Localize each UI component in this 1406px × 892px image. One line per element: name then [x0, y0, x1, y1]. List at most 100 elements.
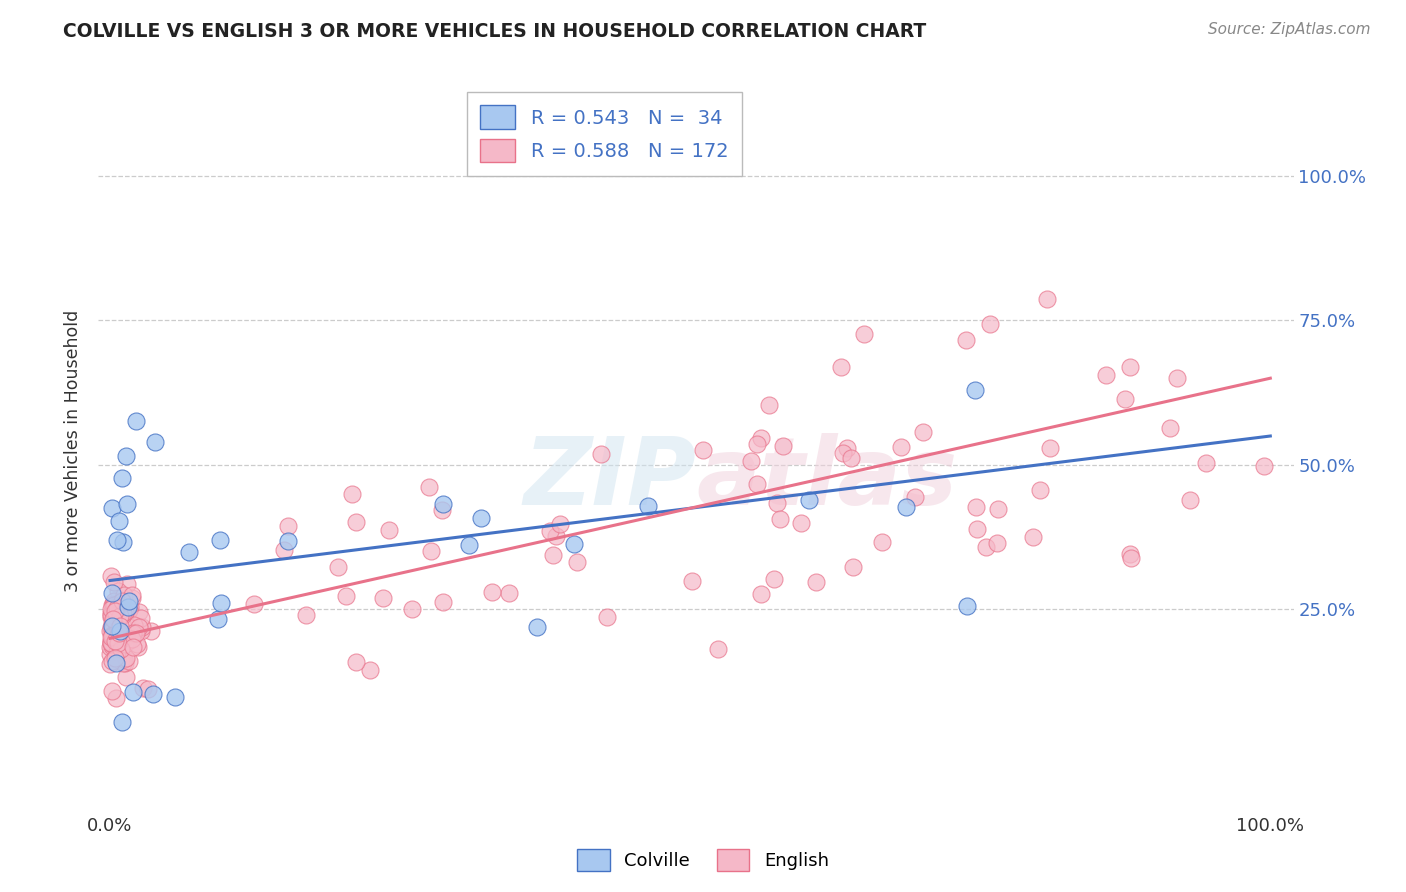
Point [110, 608, 132, 623]
Point [837, 441, 859, 455]
Point [1119, 547, 1142, 561]
Point [100, 630, 122, 644]
Point [681, 574, 703, 588]
Point [842, 560, 865, 574]
Point [1095, 368, 1118, 382]
Point [692, 442, 714, 457]
Point [110, 641, 132, 656]
Point [565, 555, 588, 569]
Point [103, 575, 125, 590]
Point [1253, 459, 1275, 474]
Point [707, 641, 730, 656]
Point [974, 540, 997, 554]
Point [108, 596, 131, 610]
Point [277, 519, 299, 533]
Point [1119, 359, 1142, 374]
Point [904, 491, 927, 505]
Point [458, 538, 481, 552]
Point [359, 663, 381, 677]
Point [111, 534, 134, 549]
Point [122, 640, 145, 654]
Point [101, 637, 124, 651]
Point [129, 624, 152, 639]
Point [637, 500, 659, 514]
Point [101, 628, 124, 642]
Point [107, 607, 129, 622]
Point [430, 502, 453, 516]
Text: atlas: atlas [696, 434, 957, 525]
Point [101, 612, 124, 626]
Point [100, 606, 122, 620]
Point [114, 449, 136, 463]
Point [100, 607, 122, 622]
Point [110, 600, 132, 615]
Point [419, 543, 441, 558]
Point [142, 687, 165, 701]
Point [209, 596, 232, 610]
Point [481, 584, 503, 599]
Point [745, 476, 768, 491]
Point [105, 653, 128, 667]
Legend: R = 0.543   N =  34, R = 0.588   N = 172: R = 0.543 N = 34, R = 0.588 N = 172 [467, 92, 742, 176]
Point [562, 537, 585, 551]
Point [987, 501, 1010, 516]
Point [165, 690, 187, 705]
Legend: Colville, English: Colville, English [569, 842, 837, 879]
Point [852, 326, 875, 341]
Point [1036, 292, 1059, 306]
Point [112, 652, 135, 666]
Point [104, 634, 127, 648]
Point [749, 431, 772, 445]
Text: ZIP: ZIP [523, 434, 696, 525]
Point [107, 636, 129, 650]
Point [1195, 457, 1218, 471]
Point [103, 599, 125, 613]
Point [107, 620, 129, 634]
Point [107, 583, 129, 598]
Point [121, 685, 143, 699]
Point [100, 640, 122, 655]
Point [111, 470, 134, 484]
Point [143, 435, 166, 450]
Point [911, 425, 934, 439]
Point [1039, 441, 1062, 455]
Point [526, 620, 548, 634]
Text: COLVILLE VS ENGLISH 3 OR MORE VEHICLES IN HOUSEHOLD CORRELATION CHART: COLVILLE VS ENGLISH 3 OR MORE VEHICLES I… [63, 22, 927, 41]
Point [128, 606, 150, 620]
Point [273, 543, 295, 558]
Point [378, 523, 401, 537]
Point [101, 500, 124, 515]
Point [124, 414, 146, 428]
Point [108, 611, 131, 625]
Point [100, 619, 122, 633]
Text: Source: ZipAtlas.com: Source: ZipAtlas.com [1208, 22, 1371, 37]
Point [966, 522, 988, 536]
Point [749, 587, 772, 601]
Point [1166, 371, 1188, 385]
Point [740, 453, 762, 467]
Point [100, 620, 122, 634]
Point [177, 545, 200, 559]
Point [340, 487, 363, 501]
Point [110, 654, 132, 668]
Point [100, 623, 122, 637]
Point [589, 447, 612, 461]
Point [979, 317, 1001, 331]
Point [114, 656, 136, 670]
Point [122, 618, 145, 632]
Point [1114, 392, 1136, 406]
Point [963, 383, 986, 397]
Point [105, 657, 128, 671]
Point [955, 333, 977, 347]
Point [1121, 551, 1143, 566]
Point [538, 524, 561, 538]
Point [107, 619, 129, 633]
Point [797, 493, 820, 508]
Point [108, 624, 131, 638]
Point [121, 632, 143, 646]
Point [101, 616, 124, 631]
Point [121, 626, 143, 640]
Point [541, 548, 564, 562]
Point [432, 497, 454, 511]
Point [112, 607, 135, 621]
